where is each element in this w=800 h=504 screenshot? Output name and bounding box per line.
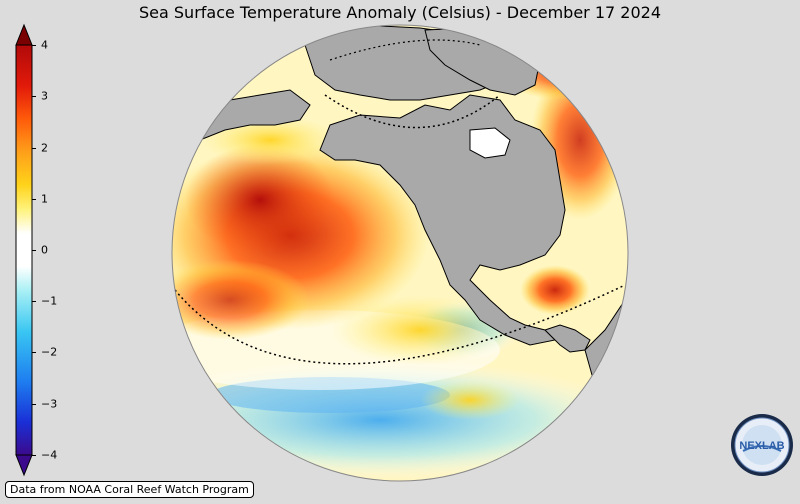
colorbar: 4 3 2 1 0 −1 −2 −3 −4	[0, 0, 70, 500]
warm-anomaly-gulf	[520, 265, 590, 315]
colorbar-tick-label: −1	[41, 294, 58, 308]
logo-graphic: NEXLAB	[731, 414, 793, 476]
mild-anomaly-east	[330, 295, 510, 365]
colorbar-tick-label: 3	[41, 89, 48, 103]
colorbar-graphic	[15, 23, 33, 477]
land-central-america	[544, 324, 591, 353]
land-north-america	[319, 94, 566, 346]
data-credit: Data from NOAA Coral Reef Watch Program	[5, 481, 254, 498]
colorbar-under-arrow	[15, 454, 33, 477]
arctic-circle-line	[324, 94, 501, 129]
globe-surface	[172, 25, 628, 481]
colorbar-tick	[32, 404, 36, 405]
colorbar-tick	[32, 301, 36, 302]
colorbar-tick	[32, 45, 36, 46]
warm-anomaly-subtropics	[172, 260, 310, 340]
colorbar-tick	[32, 148, 36, 149]
chart-title: Sea Surface Temperature Anomaly (Celsius…	[139, 3, 661, 22]
land-hudson-bay	[469, 127, 511, 159]
logo-text: NEXLAB	[739, 440, 784, 452]
warm-core-pacific	[185, 145, 335, 255]
colorbar-tick	[32, 250, 36, 251]
colorbar-tick	[32, 96, 36, 97]
mild-anomaly-southeast	[420, 380, 520, 420]
colorbar-tick-label: 0	[41, 243, 48, 257]
nexlab-logo: NEXLAB	[729, 413, 795, 477]
colorbar-tick	[32, 199, 36, 200]
equator-line	[174, 284, 626, 365]
colorbar-tick-label: 1	[41, 192, 48, 206]
colorbar-tick-label: 4	[41, 38, 48, 52]
colorbar-tick-label: −3	[41, 397, 58, 411]
colorbar-tick-label: −4	[41, 448, 58, 462]
globe-outline	[171, 24, 629, 482]
colorbar-tick-label: 2	[41, 141, 48, 155]
pole-circle-line	[329, 39, 481, 61]
colorbar-tick	[32, 455, 36, 456]
colorbar-tick-label: −2	[41, 345, 58, 359]
colorbar-tick	[32, 352, 36, 353]
